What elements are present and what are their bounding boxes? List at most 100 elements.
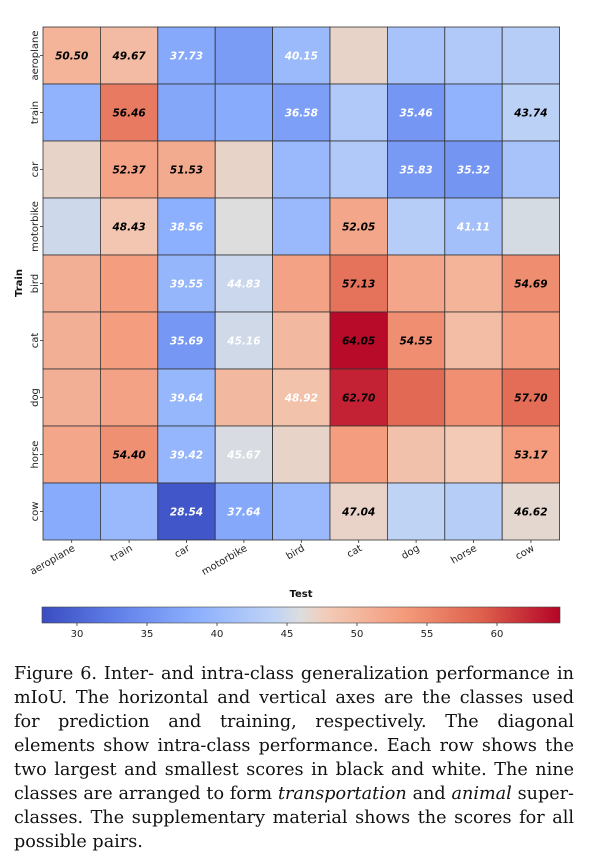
cell-value-label: 44.83 — [226, 279, 260, 291]
heatmap-cell — [444, 368, 503, 427]
cell-value-label: 56.46 — [112, 108, 145, 120]
heatmap-cell — [100, 311, 159, 370]
heatmap-cell — [272, 197, 331, 256]
y-tick-label: cat — [30, 333, 41, 349]
heatmap-cell — [272, 311, 331, 370]
x-tick-label: dog — [400, 543, 422, 562]
y-tick-label: dog — [30, 388, 41, 407]
heatmap-cell — [272, 140, 331, 199]
heatmap-cell — [272, 482, 331, 541]
cell-value-label: 54.69 — [514, 279, 547, 291]
cell-value-label: 51.53 — [170, 165, 203, 177]
heatmap-cell — [42, 197, 101, 256]
cell-value-label: 36.58 — [285, 108, 318, 120]
cell-value-label: 50.50 — [55, 51, 88, 63]
heatmap-cell — [501, 140, 561, 199]
heatmap-cell — [42, 482, 101, 541]
heatmap-cell — [444, 140, 503, 199]
cell-value-label: 57.70 — [514, 393, 547, 405]
heatmap-cell — [329, 425, 388, 484]
heatmap-cell — [42, 425, 101, 484]
heatmap-cell — [501, 254, 561, 313]
colorbar-tick-label: 35 — [141, 629, 154, 640]
heatmap-cell — [214, 254, 273, 313]
cell-value-label: 46.62 — [513, 507, 547, 519]
heatmap-cell — [157, 197, 216, 256]
cell-value-label: 39.55 — [170, 279, 203, 291]
heatmap-cell — [100, 368, 159, 427]
heatmap-cell — [42, 368, 101, 427]
cell-value-label: 57.13 — [342, 279, 375, 291]
x-tick-label: bird — [284, 543, 306, 562]
heatmap-cell — [501, 311, 561, 370]
heatmap-cell — [329, 83, 388, 142]
heatmap-cell — [386, 197, 446, 256]
caption-text-1: Inter- and intra-class generalization pe… — [14, 664, 574, 804]
heatmap-chart: 50.50 49.67 37.73 40.15 56.46 36.58 35.46 43.74… — [14, 26, 561, 640]
heatmap-cell — [386, 482, 446, 541]
x-axis-title: Test — [289, 589, 312, 600]
heatmap-cell — [42, 83, 101, 142]
heatmap-cell — [272, 83, 331, 142]
y-tick-label: aeroplane — [30, 30, 41, 80]
y-tick-label: car — [30, 161, 41, 178]
colorbar-tick-label: 40 — [211, 629, 224, 640]
heatmap-cell — [501, 368, 561, 427]
y-tick-label: horse — [30, 441, 41, 469]
colorbar-ticks: 30 35 40 45 50 55 60 — [71, 623, 504, 640]
cell-value-label: 52.37 — [112, 165, 146, 177]
heatmap-cell — [444, 26, 503, 85]
cell-value-label: 48.43 — [111, 222, 145, 234]
x-tick-label: car — [173, 543, 193, 561]
heatmap-cell — [386, 254, 446, 313]
heatmap-cell — [501, 482, 561, 541]
heatmap-cell — [157, 311, 216, 370]
heatmap-cell — [214, 83, 273, 142]
cell-value-label: 52.05 — [342, 222, 375, 234]
y-axis-title: Train — [14, 269, 25, 297]
x-tick-label: cat — [345, 543, 364, 560]
heatmap-cell — [42, 26, 101, 85]
heatmap-cell — [272, 254, 331, 313]
y-tick-label: cow — [30, 502, 41, 522]
colorbar-tick-label: 45 — [281, 629, 294, 640]
heatmap-cell — [100, 482, 159, 541]
figure-label: Figure 6. — [14, 664, 97, 684]
heatmap-cell — [444, 482, 503, 541]
heatmap-cell — [42, 140, 101, 199]
cell-value-label: 54.40 — [112, 450, 145, 462]
cell-value-label: 49.67 — [111, 51, 146, 63]
cell-value-label: 38.56 — [170, 222, 203, 234]
heatmap-cell — [100, 425, 159, 484]
heatmap-cell — [444, 197, 503, 256]
heatmap-cell — [100, 26, 159, 85]
colorbar-tick-label: 30 — [71, 629, 84, 640]
heatmap-cell — [157, 254, 216, 313]
heatmap-cell — [214, 140, 273, 199]
heatmap-cell — [386, 425, 446, 484]
y-tick-labels: aeroplane train car motorbike bird cat dog hors… — [30, 30, 43, 521]
x-tick-label: train — [109, 543, 135, 564]
heatmap-cell — [329, 368, 388, 427]
heatmap-cell — [272, 425, 331, 484]
x-tick-label: horse — [449, 543, 479, 566]
heatmap-cell — [329, 26, 388, 85]
heatmap-cell — [501, 197, 561, 256]
cell-value-label: 37.64 — [227, 507, 260, 519]
cell-value-label: 35.46 — [399, 108, 432, 120]
cell-value-label: 47.04 — [341, 507, 375, 519]
cell-value-label: 53.17 — [514, 450, 548, 462]
heatmap-cell — [157, 83, 216, 142]
cell-value-label: 41.11 — [456, 222, 490, 234]
y-tick-label: bird — [30, 274, 41, 293]
cell-value-label: 48.92 — [284, 393, 318, 405]
cell-value-label: 39.64 — [170, 393, 203, 405]
cell-value-label: 54.55 — [399, 336, 432, 348]
colorbar-tick-label: 50 — [351, 629, 364, 640]
colorbar-tick-label: 55 — [421, 629, 434, 640]
colorbar-tick-label: 60 — [491, 629, 504, 640]
heatmap-cell — [214, 197, 273, 256]
x-tick-label: motorbike — [200, 543, 249, 578]
heatmap-cell — [157, 368, 216, 427]
heatmap-cell — [42, 311, 101, 370]
